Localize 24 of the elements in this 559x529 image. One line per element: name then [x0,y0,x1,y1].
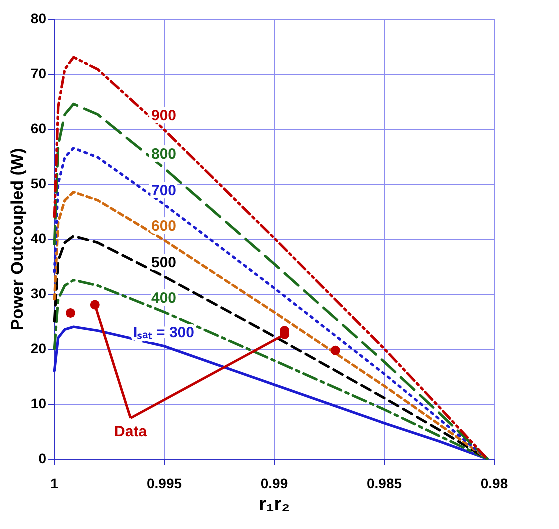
x-tick-label: 1 [50,476,59,492]
x-tick-label: 0.995 [146,476,182,492]
x-axis-title: r₁r₂ [258,494,290,516]
series-label: 800 [151,146,177,164]
y-axis-title: Power Outcoupled (W) [8,148,27,331]
x-tick-label: 0.98 [480,476,508,492]
y-tick-label: 40 [30,230,47,246]
series-label: 900 [151,108,177,125]
y-tick-label: 10 [30,396,47,412]
y-tick-label: 50 [30,176,47,192]
series-label: 600 [151,218,177,236]
y-tick-label: 60 [30,120,47,136]
y-tick-label: 70 [30,66,47,82]
annotation: Data [114,424,148,440]
y-tick-label: 20 [30,340,47,356]
x-tick-label: 0.99 [260,476,288,492]
series-label: 700 [151,182,177,200]
x-tick-label: 0.985 [366,476,402,492]
series-label: 400 [151,290,177,308]
y-tick-label: 80 [30,10,47,26]
y-tick-label: 0 [38,450,47,466]
y-tick-label: 30 [30,286,47,302]
series-label: Iₛₐₜ = 300 [134,324,194,342]
series-label: 500 [151,254,177,272]
